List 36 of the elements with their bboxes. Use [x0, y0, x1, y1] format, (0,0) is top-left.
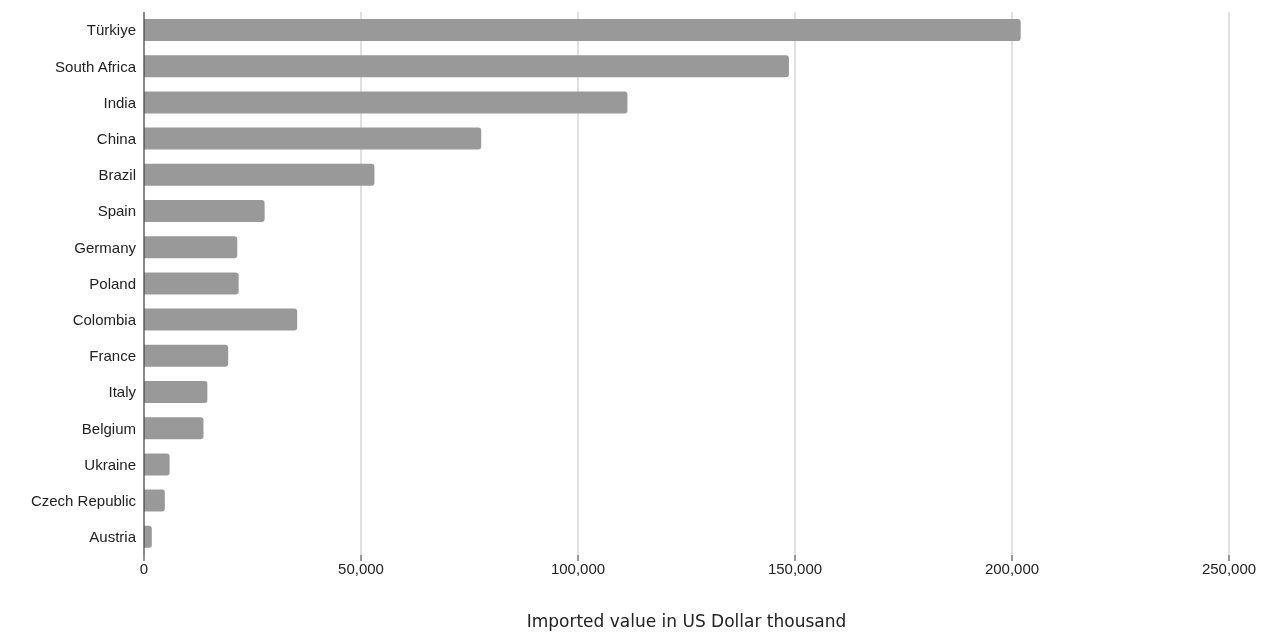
x-tick-label: 0 [139, 559, 149, 577]
y-tick-label: Ukraine [84, 455, 136, 473]
bar [144, 489, 165, 512]
y-tick-label: India [103, 93, 137, 111]
bar [144, 127, 482, 150]
bar [144, 453, 170, 476]
y-tick-label: Belgium [81, 419, 136, 437]
bar [144, 55, 789, 78]
y-tick-label: China [96, 130, 137, 148]
bar [144, 344, 229, 367]
x-tick-label: 100,000 [550, 559, 606, 577]
x-tick-label: 250,000 [1201, 559, 1257, 577]
y-tick-label: Türkiye [86, 21, 136, 39]
bar [144, 272, 239, 295]
y-tick-label: Czech Republic [30, 492, 137, 510]
x-axis-title: Imported value in US Dollar thousand [526, 611, 847, 631]
bar [144, 19, 1021, 41]
bar [144, 200, 265, 222]
y-tick-label: Poland [89, 274, 136, 292]
y-tick-label: Italy [108, 383, 137, 401]
y-tick-label: Brazil [98, 166, 136, 184]
x-tick-label: 200,000 [984, 559, 1040, 577]
bar [144, 308, 298, 331]
bar [144, 91, 628, 114]
bar [144, 236, 238, 259]
x-tick-label: 50,000 [338, 559, 384, 577]
y-tick-label: Germany [74, 238, 137, 256]
x-tick-label: 150,000 [767, 559, 823, 577]
y-tick-label: Colombia [72, 311, 137, 329]
bar [144, 163, 375, 186]
y-tick-label: Austria [89, 528, 137, 546]
bar [144, 417, 204, 440]
y-tick-label: Spain [97, 202, 136, 220]
y-tick-label: France [89, 347, 136, 365]
bar [144, 381, 208, 403]
y-tick-label: South Africa [55, 57, 137, 75]
